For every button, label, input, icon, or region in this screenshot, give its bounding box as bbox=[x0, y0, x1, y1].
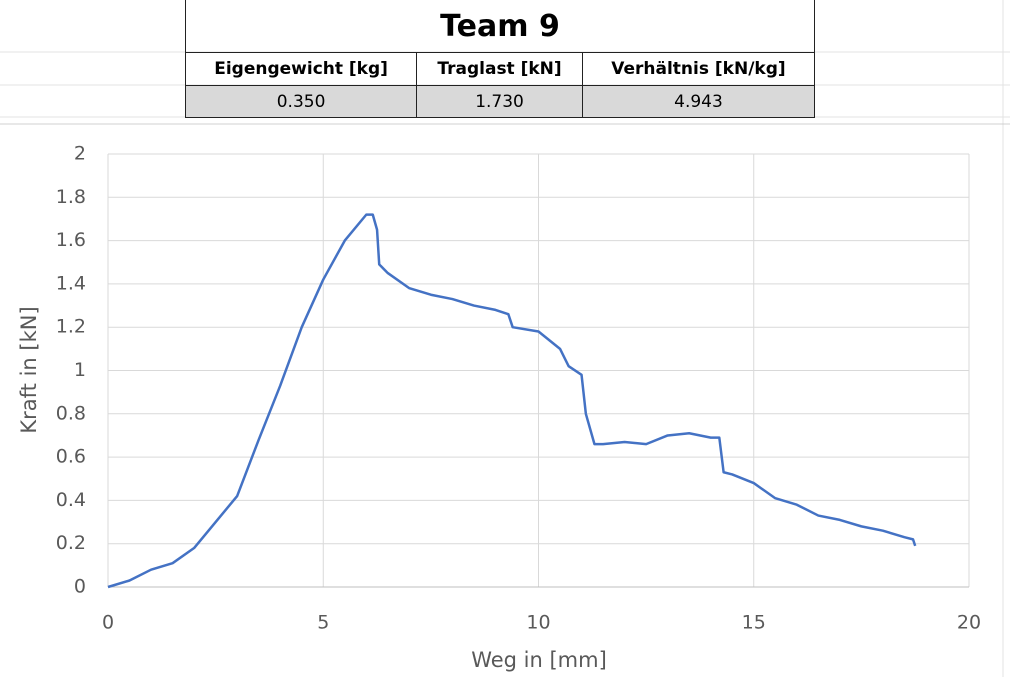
y-tick-label: 0.6 bbox=[56, 446, 86, 468]
y-tick-label: 0.4 bbox=[56, 489, 86, 511]
data-line bbox=[107, 213, 917, 589]
header-cell: Verhältnis [kN/kg] bbox=[581, 52, 816, 86]
x-tick-label: 10 bbox=[526, 612, 550, 634]
y-tick-label: 0 bbox=[74, 576, 86, 598]
y-axis-title: Kraft in [kN] bbox=[17, 306, 41, 433]
x-tick-label: 0 bbox=[102, 612, 114, 634]
x-tick-label: 15 bbox=[742, 612, 766, 634]
data-cell: 0.350 bbox=[184, 85, 418, 118]
x-axis-title: Weg in [mm] bbox=[471, 648, 607, 672]
header-cell: Traglast [kN] bbox=[416, 52, 583, 86]
y-tick-label: 2 bbox=[74, 143, 86, 165]
y-tick-label: 1.8 bbox=[56, 186, 86, 208]
y-tick-label: 1 bbox=[74, 359, 86, 381]
x-tick-label: 5 bbox=[317, 612, 329, 634]
data-cell: 1.730 bbox=[416, 85, 583, 118]
y-tick-label: 1.2 bbox=[56, 316, 86, 338]
header-cell: Eigengewicht [kg] bbox=[184, 52, 418, 86]
y-tick-label: 0.2 bbox=[56, 532, 86, 554]
result-table: Team 9 Eigengewicht [kg] Traglast [kN] V… bbox=[184, 0, 816, 118]
x-tick-label: 20 bbox=[957, 612, 981, 634]
data-cell: 4.943 bbox=[581, 85, 816, 118]
y-tick-label: 0.8 bbox=[56, 402, 86, 424]
table-title: Team 9 bbox=[185, 0, 815, 53]
y-tick-label: 1.6 bbox=[56, 229, 86, 251]
y-tick-label: 1.4 bbox=[56, 272, 86, 294]
